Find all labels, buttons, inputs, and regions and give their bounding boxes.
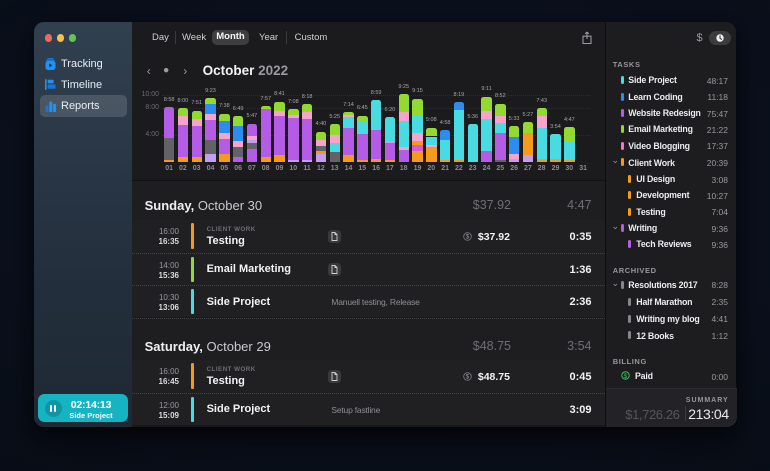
svg-text:$: $: [466, 234, 470, 240]
svg-text:$: $: [623, 373, 627, 380]
svg-text:$: $: [466, 375, 470, 381]
